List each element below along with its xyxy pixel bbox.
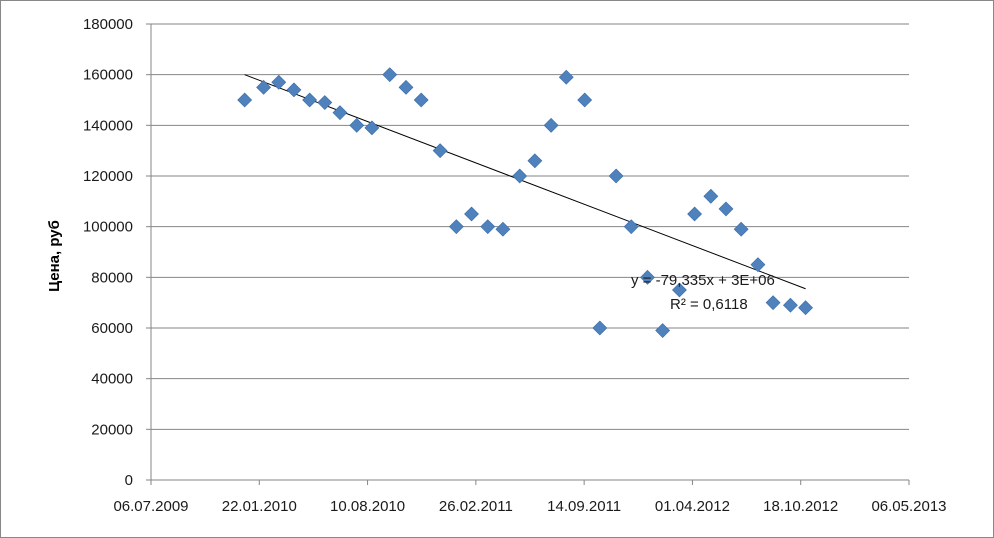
data-point xyxy=(703,188,719,204)
data-point xyxy=(364,120,380,136)
data-point xyxy=(733,221,749,237)
data-point xyxy=(256,79,272,95)
x-tick-label: 18.10.2012 xyxy=(763,498,838,515)
data-point xyxy=(464,206,479,222)
data-point xyxy=(655,323,671,338)
y-tick-labels: 0 20000 40000 60000 80000 100000 120000 140000 1… xyxy=(83,16,133,489)
x-tick-label: 26.02.2011 xyxy=(439,498,513,515)
data-point xyxy=(382,67,398,83)
y-tick-label: 100000 xyxy=(83,219,133,236)
data-point xyxy=(398,79,414,95)
data-point xyxy=(558,69,574,85)
data-point xyxy=(448,219,464,235)
data-point xyxy=(317,95,333,110)
linear-trendline xyxy=(244,74,806,290)
data-point xyxy=(543,117,559,133)
x-tick-label: 22.01.2010 xyxy=(222,498,297,515)
data-point xyxy=(302,92,318,108)
x-tick-label: 01.04.2012 xyxy=(655,498,730,515)
data-point xyxy=(413,92,429,108)
gridlines xyxy=(151,23,909,430)
x-tick-label: 14.09.2011 xyxy=(547,498,621,515)
data-point xyxy=(718,201,734,217)
data-points xyxy=(237,67,814,338)
y-tick-label: 40000 xyxy=(91,371,133,388)
y-tick-label: 180000 xyxy=(83,16,133,33)
data-point xyxy=(480,219,496,235)
y-tick-label: 0 xyxy=(125,472,133,489)
data-point xyxy=(237,92,253,108)
data-point xyxy=(750,257,766,273)
y-tick-label: 140000 xyxy=(83,117,133,134)
x-tick-label: 10.08.2010 xyxy=(330,498,405,515)
data-point xyxy=(623,219,639,235)
data-point xyxy=(349,117,365,133)
y-tick-label: 60000 xyxy=(91,320,133,337)
data-point xyxy=(332,105,348,121)
data-point xyxy=(798,300,814,316)
data-point xyxy=(592,320,608,336)
data-point xyxy=(527,153,543,169)
data-point xyxy=(783,297,798,313)
x-tick-labels: 06.07.2009 22.01.2010 10.08.2010 26.02.2011… xyxy=(113,498,946,515)
data-point xyxy=(577,92,593,108)
axes xyxy=(146,23,910,485)
data-point xyxy=(432,143,448,159)
data-point xyxy=(687,206,703,222)
y-axis-label: Цена, руб xyxy=(46,220,63,292)
y-tick-label: 80000 xyxy=(91,269,133,286)
data-point xyxy=(495,221,511,237)
data-point xyxy=(271,74,287,90)
data-point xyxy=(286,82,302,98)
data-point xyxy=(672,282,687,298)
x-tick-label: 06.05.2013 xyxy=(871,498,946,515)
y-tick-label: 20000 xyxy=(91,421,133,438)
y-tick-label: 120000 xyxy=(83,168,133,185)
x-tick-label: 06.07.2009 xyxy=(113,498,188,515)
data-point xyxy=(640,269,655,285)
data-point xyxy=(765,295,781,311)
trendline-r-squared: R² = 0,6118 xyxy=(670,296,748,313)
y-tick-label: 160000 xyxy=(83,67,133,84)
data-point xyxy=(608,168,624,184)
trendline-equation: y = -79,335x + 3E+06 xyxy=(631,272,775,289)
data-point xyxy=(512,168,528,184)
